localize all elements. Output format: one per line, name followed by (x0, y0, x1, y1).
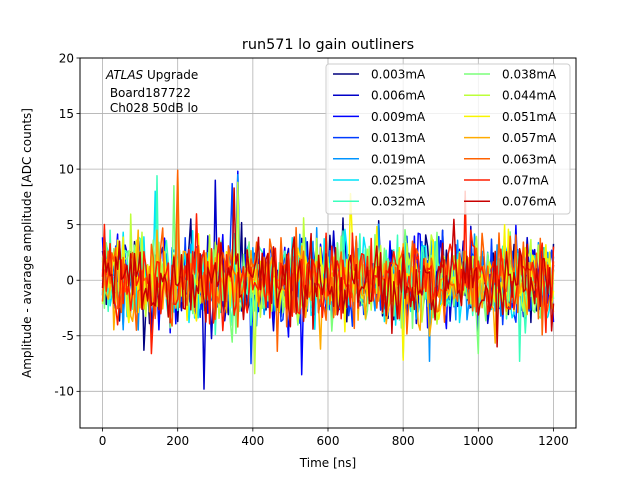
y-tick-label: 0 (66, 274, 74, 288)
legend-label: 0.019mA (371, 152, 426, 166)
y-axis-label: Amplitude - avarage amplitude [ADC count… (20, 108, 34, 378)
x-tick-label: 400 (241, 434, 264, 448)
y-tick-label: 20 (59, 51, 74, 65)
series-line (101, 190, 555, 355)
x-tick-label: 200 (166, 434, 189, 448)
annotation-board: Board187722 (106, 86, 191, 100)
svg-text:ATLAS Upgrade: ATLAS Upgrade (105, 68, 198, 82)
y-tick-label: -5 (62, 329, 74, 343)
x-tick-label: 1000 (463, 434, 494, 448)
chart-title: run571 lo gain outliners (242, 37, 414, 53)
annotation-atlas: ATLAS (105, 68, 144, 82)
legend-label: 0.076mA (502, 195, 557, 209)
legend-label: 0.063mA (502, 152, 557, 166)
annotation-channel: Ch028 50dB lo (106, 101, 198, 115)
x-axis-label: Time [ns] (299, 456, 356, 470)
y-tick-label: 15 (59, 107, 74, 121)
legend-label: 0.025mA (371, 174, 426, 188)
plot-series (101, 169, 555, 390)
legend-label: 0.032mA (371, 195, 426, 209)
y-tick-label: 10 (59, 162, 74, 176)
legend-box (325, 63, 571, 215)
legend-label: 0.051mA (502, 110, 557, 124)
y-tick-label: 5 (66, 218, 74, 232)
x-tick-label: 1200 (538, 434, 569, 448)
legend: 0.003mA 0.006mA 0.009mA 0.013mA 0.019mA 0.025… (325, 63, 571, 215)
series-line (101, 187, 555, 348)
legend-label: 0.038mA (502, 68, 557, 82)
legend-label: 0.009mA (371, 110, 426, 124)
x-tick-label: 600 (317, 434, 340, 448)
annotation-upgrade: Upgrade (143, 68, 198, 82)
legend-label: 0.07mA (502, 174, 549, 188)
legend-label: 0.044mA (502, 89, 557, 103)
x-tick-label: 0 (99, 434, 107, 448)
annotation-text: ATLAS Upgrade Board187722 Ch028 50dB lo (105, 68, 198, 115)
y-tick-label: -10 (54, 385, 74, 399)
axis-ticks: 0 200 400 600 800 1000 1200 -10 -5 0 5 10 15 20 (54, 51, 568, 448)
legend-label: 0.057mA (502, 131, 557, 145)
legend-label: 0.013mA (371, 131, 426, 145)
legend-label: 0.003mA (371, 68, 426, 82)
x-tick-label: 800 (392, 434, 415, 448)
legend-label: 0.006mA (371, 89, 426, 103)
